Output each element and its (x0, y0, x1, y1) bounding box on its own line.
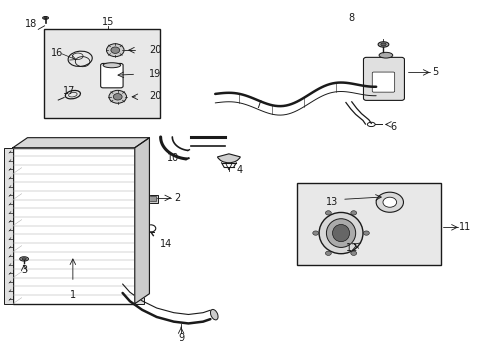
FancyBboxPatch shape (141, 195, 158, 203)
Bar (13, 148, 135, 304)
Wedge shape (217, 154, 240, 163)
Circle shape (375, 192, 403, 212)
Ellipse shape (44, 17, 47, 19)
Text: 11: 11 (458, 222, 470, 232)
Text: 1: 1 (70, 291, 76, 301)
Ellipse shape (210, 310, 218, 320)
Text: 6: 6 (390, 122, 396, 132)
Text: 15: 15 (102, 17, 114, 27)
Ellipse shape (326, 219, 355, 247)
Ellipse shape (103, 63, 121, 68)
Circle shape (109, 90, 126, 103)
Text: 19: 19 (149, 69, 162, 79)
FancyBboxPatch shape (145, 196, 156, 201)
Text: 2: 2 (173, 193, 180, 203)
Polygon shape (135, 138, 149, 304)
Text: 10: 10 (166, 153, 179, 163)
Text: 14: 14 (160, 239, 172, 249)
FancyBboxPatch shape (363, 57, 404, 100)
FancyBboxPatch shape (371, 72, 394, 92)
Ellipse shape (42, 17, 48, 19)
Circle shape (382, 197, 396, 207)
Polygon shape (13, 138, 149, 148)
Ellipse shape (377, 42, 388, 47)
FancyBboxPatch shape (101, 63, 123, 88)
Circle shape (350, 251, 356, 255)
Circle shape (325, 211, 330, 215)
Circle shape (111, 47, 120, 53)
Bar (297, 183, 440, 265)
Text: 9: 9 (178, 333, 184, 343)
Circle shape (363, 231, 368, 235)
Text: 20: 20 (149, 91, 162, 101)
Bar (43, 30, 159, 118)
Ellipse shape (380, 43, 386, 46)
Text: 8: 8 (348, 13, 354, 23)
Bar (4, 148, 13, 304)
Bar (135, 148, 143, 304)
Text: 20: 20 (149, 45, 162, 55)
Text: 5: 5 (431, 67, 438, 77)
Ellipse shape (332, 225, 349, 242)
Circle shape (312, 231, 318, 235)
Ellipse shape (378, 52, 392, 58)
Circle shape (350, 211, 356, 215)
Text: 7: 7 (255, 100, 261, 110)
Text: 17: 17 (62, 86, 75, 96)
Text: 18: 18 (25, 19, 37, 29)
Text: 16: 16 (51, 48, 63, 58)
Circle shape (113, 94, 122, 100)
Text: 3: 3 (21, 265, 27, 275)
Ellipse shape (20, 257, 28, 261)
Text: 4: 4 (236, 165, 242, 175)
Circle shape (106, 44, 124, 57)
Circle shape (325, 251, 330, 255)
Ellipse shape (319, 212, 362, 254)
Text: 12: 12 (345, 243, 357, 253)
Ellipse shape (22, 258, 26, 260)
Text: 13: 13 (325, 197, 338, 207)
